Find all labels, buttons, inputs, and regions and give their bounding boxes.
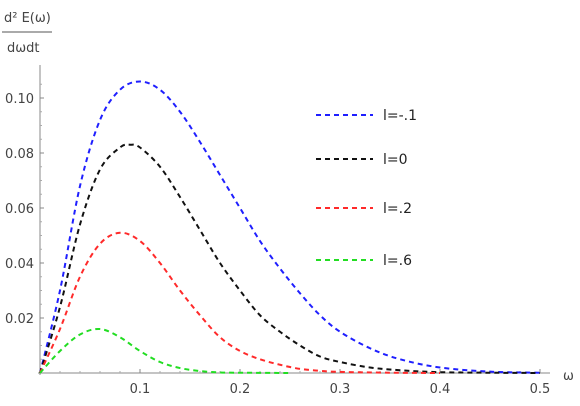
legend-label-3: l=.2 (383, 201, 412, 217)
legend-label-4: l=.6 (383, 253, 412, 269)
x-tick-label: 0.5 (530, 382, 551, 397)
series-line-4 (39, 327, 291, 374)
y-axis-label-denominator: dωdt (7, 41, 40, 56)
legend-label-1: l=-.1 (383, 108, 417, 124)
series-lines (39, 80, 541, 374)
y-tick-label: 0.02 (5, 312, 34, 327)
y-tick-label: 0.04 (5, 257, 34, 272)
series-line-3 (39, 231, 441, 374)
y-tick-label: 0.08 (5, 147, 34, 162)
series-line-1 (39, 80, 541, 374)
y-axis-label-numerator: d² E(ω) (4, 11, 51, 26)
series-line-2 (39, 143, 541, 374)
y-tick-label: 0.10 (5, 92, 34, 107)
x-tick-label: 0.2 (230, 382, 251, 397)
legend: l=-.1 l=0 l=.2 l=.6 (316, 108, 417, 269)
axes: 0.1 0.2 0.3 0.4 0.5 0.02 0.04 0.06 0.08 0.10 (5, 65, 550, 397)
x-tick-label: 0.4 (430, 382, 451, 397)
x-axis-label: ω (563, 369, 574, 384)
x-tick-label: 0.1 (130, 382, 151, 397)
x-tick-label: 0.3 (330, 382, 351, 397)
y-tick-label: 0.06 (5, 202, 34, 217)
legend-label-2: l=0 (383, 152, 408, 168)
